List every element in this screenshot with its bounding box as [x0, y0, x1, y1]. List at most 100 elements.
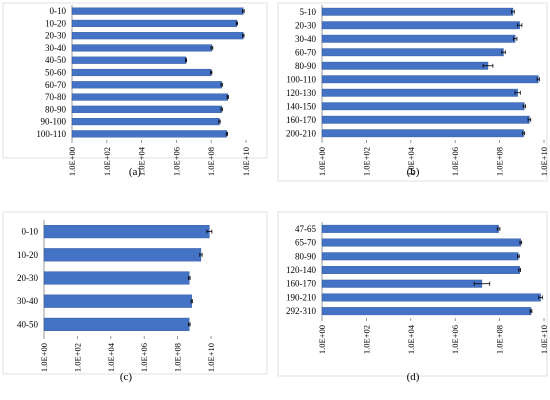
bar-30-40 — [71, 44, 213, 52]
error-bar-70-80 — [226, 95, 229, 100]
x-tick-label: 1.0E+00 — [317, 147, 327, 176]
error-bar-80-90 — [220, 107, 223, 112]
error-bar-50-60 — [210, 70, 213, 75]
bar-80-90 — [321, 252, 519, 261]
error-bar-65-70 — [519, 240, 523, 245]
error-bar-40-50 — [185, 58, 188, 63]
error-bar-160-170 — [527, 117, 532, 122]
error-bar-30-40 — [190, 299, 193, 304]
error-bar-0-10 — [242, 9, 245, 14]
category-label: 20-30 — [45, 31, 66, 41]
bar-0-10 — [71, 7, 244, 15]
category-label: 10-20 — [45, 18, 66, 28]
panel-label: (c) — [120, 371, 133, 383]
error-bar-80-90 — [482, 63, 494, 68]
bar-10-20 — [71, 19, 238, 27]
bar-70-80 — [71, 93, 229, 101]
category-label: 80-90 — [45, 104, 66, 114]
category-label: 120-130 — [286, 88, 316, 98]
bar-80-90 — [71, 105, 222, 113]
bar-60-70 — [321, 48, 504, 57]
error-bar-10-20 — [199, 252, 203, 257]
bar-30-40 — [43, 294, 192, 308]
category-label: 47-65 — [295, 224, 316, 234]
bar-20-30 — [321, 21, 520, 30]
bar-160-170 — [321, 115, 530, 124]
category-label: 140-150 — [286, 101, 316, 111]
bar-90-100 — [71, 118, 220, 126]
category-label: 100-110 — [36, 129, 66, 139]
x-tick-label: 1.0E+06 — [139, 343, 149, 372]
category-label: 65-70 — [295, 238, 316, 248]
bar-100-110 — [321, 75, 539, 84]
panel-label: (a) — [129, 166, 142, 178]
x-tick-label: 1.0E+06 — [450, 147, 460, 176]
bar-30-40 — [321, 34, 516, 43]
bar-190-210 — [321, 293, 541, 302]
error-bar-190-210 — [538, 295, 543, 300]
x-tick-label: 1.0E+02 — [102, 147, 112, 176]
bar-160-170 — [321, 279, 483, 288]
category-label: 40-50 — [45, 55, 66, 65]
category-label: 50-60 — [45, 68, 66, 78]
x-tick-label: 1.0E+08 — [495, 325, 505, 354]
x-tick-label: 1.0E+06 — [450, 325, 460, 354]
error-bar-47-65 — [496, 226, 501, 231]
panel-label: (b) — [407, 166, 420, 178]
x-tick-label: 1.0E+02 — [361, 147, 371, 176]
category-label: 80-90 — [295, 61, 316, 71]
x-tick-label: 1.0E+08 — [173, 343, 183, 372]
x-tick-label: 1.0E+02 — [361, 325, 371, 354]
error-bar-0-10 — [206, 229, 213, 234]
bar-5-10 — [321, 7, 514, 16]
category-label: 60-70 — [45, 80, 66, 90]
error-bar-40-50 — [188, 322, 191, 327]
bar-0-10 — [43, 225, 210, 239]
bar-60-70 — [71, 81, 222, 89]
bar-20-30 — [71, 32, 244, 40]
x-tick-label: 1.0E+04 — [406, 324, 416, 354]
category-label: 30-40 — [45, 43, 66, 53]
bar-40-50 — [71, 56, 187, 64]
category-label: 160-170 — [286, 115, 316, 125]
category-label: 292-310 — [286, 306, 316, 316]
bar-292-310 — [321, 307, 532, 316]
category-label: 190-210 — [286, 292, 316, 302]
category-label: 200-210 — [286, 128, 316, 138]
chart-panel-1: 0-10 10-20 20-30 30-40 40-50 50-60 60-70 70-80 8… — [2, 2, 268, 178]
chart-frame — [277, 2, 548, 182]
category-label: 120-140 — [286, 265, 316, 275]
error-bar-60-70 — [220, 82, 223, 87]
x-tick-label: 1.0E+08 — [206, 147, 216, 176]
error-bar-100-110 — [536, 77, 540, 82]
error-bar-30-40 — [512, 36, 518, 41]
bar-47-65 — [321, 224, 499, 233]
error-bar-160-170 — [473, 281, 491, 286]
category-label: 40-50 — [17, 319, 38, 329]
x-tick-label: 1.0E+02 — [72, 343, 82, 372]
error-bar-10-20 — [235, 21, 238, 26]
error-bar-90-100 — [218, 119, 221, 124]
x-tick-label: 1.0E+10 — [539, 325, 549, 354]
error-bar-140-150 — [522, 104, 526, 109]
category-label: 30-40 — [295, 34, 316, 44]
error-bar-20-30 — [242, 33, 245, 38]
error-bar-200-210 — [522, 131, 525, 136]
bar-120-130 — [321, 88, 518, 97]
x-tick-label: 1.0E+04 — [406, 146, 416, 176]
error-bar-292-310 — [529, 309, 533, 314]
x-tick-label: 1.0E+10 — [539, 147, 549, 176]
bar-80-90 — [321, 61, 489, 70]
category-label: 30-40 — [17, 296, 38, 306]
bar-140-150 — [321, 102, 525, 111]
error-bar-20-30 — [517, 23, 523, 28]
category-label: 0-10 — [50, 6, 67, 16]
x-tick-label: 1.0E+10 — [206, 343, 216, 372]
bar-40-50 — [43, 317, 190, 331]
bar-100-110 — [71, 130, 228, 138]
bar-120-140 — [321, 266, 520, 274]
bar-20-30 — [43, 271, 190, 285]
error-bar-80-90 — [517, 254, 520, 259]
bar-50-60 — [71, 68, 212, 77]
